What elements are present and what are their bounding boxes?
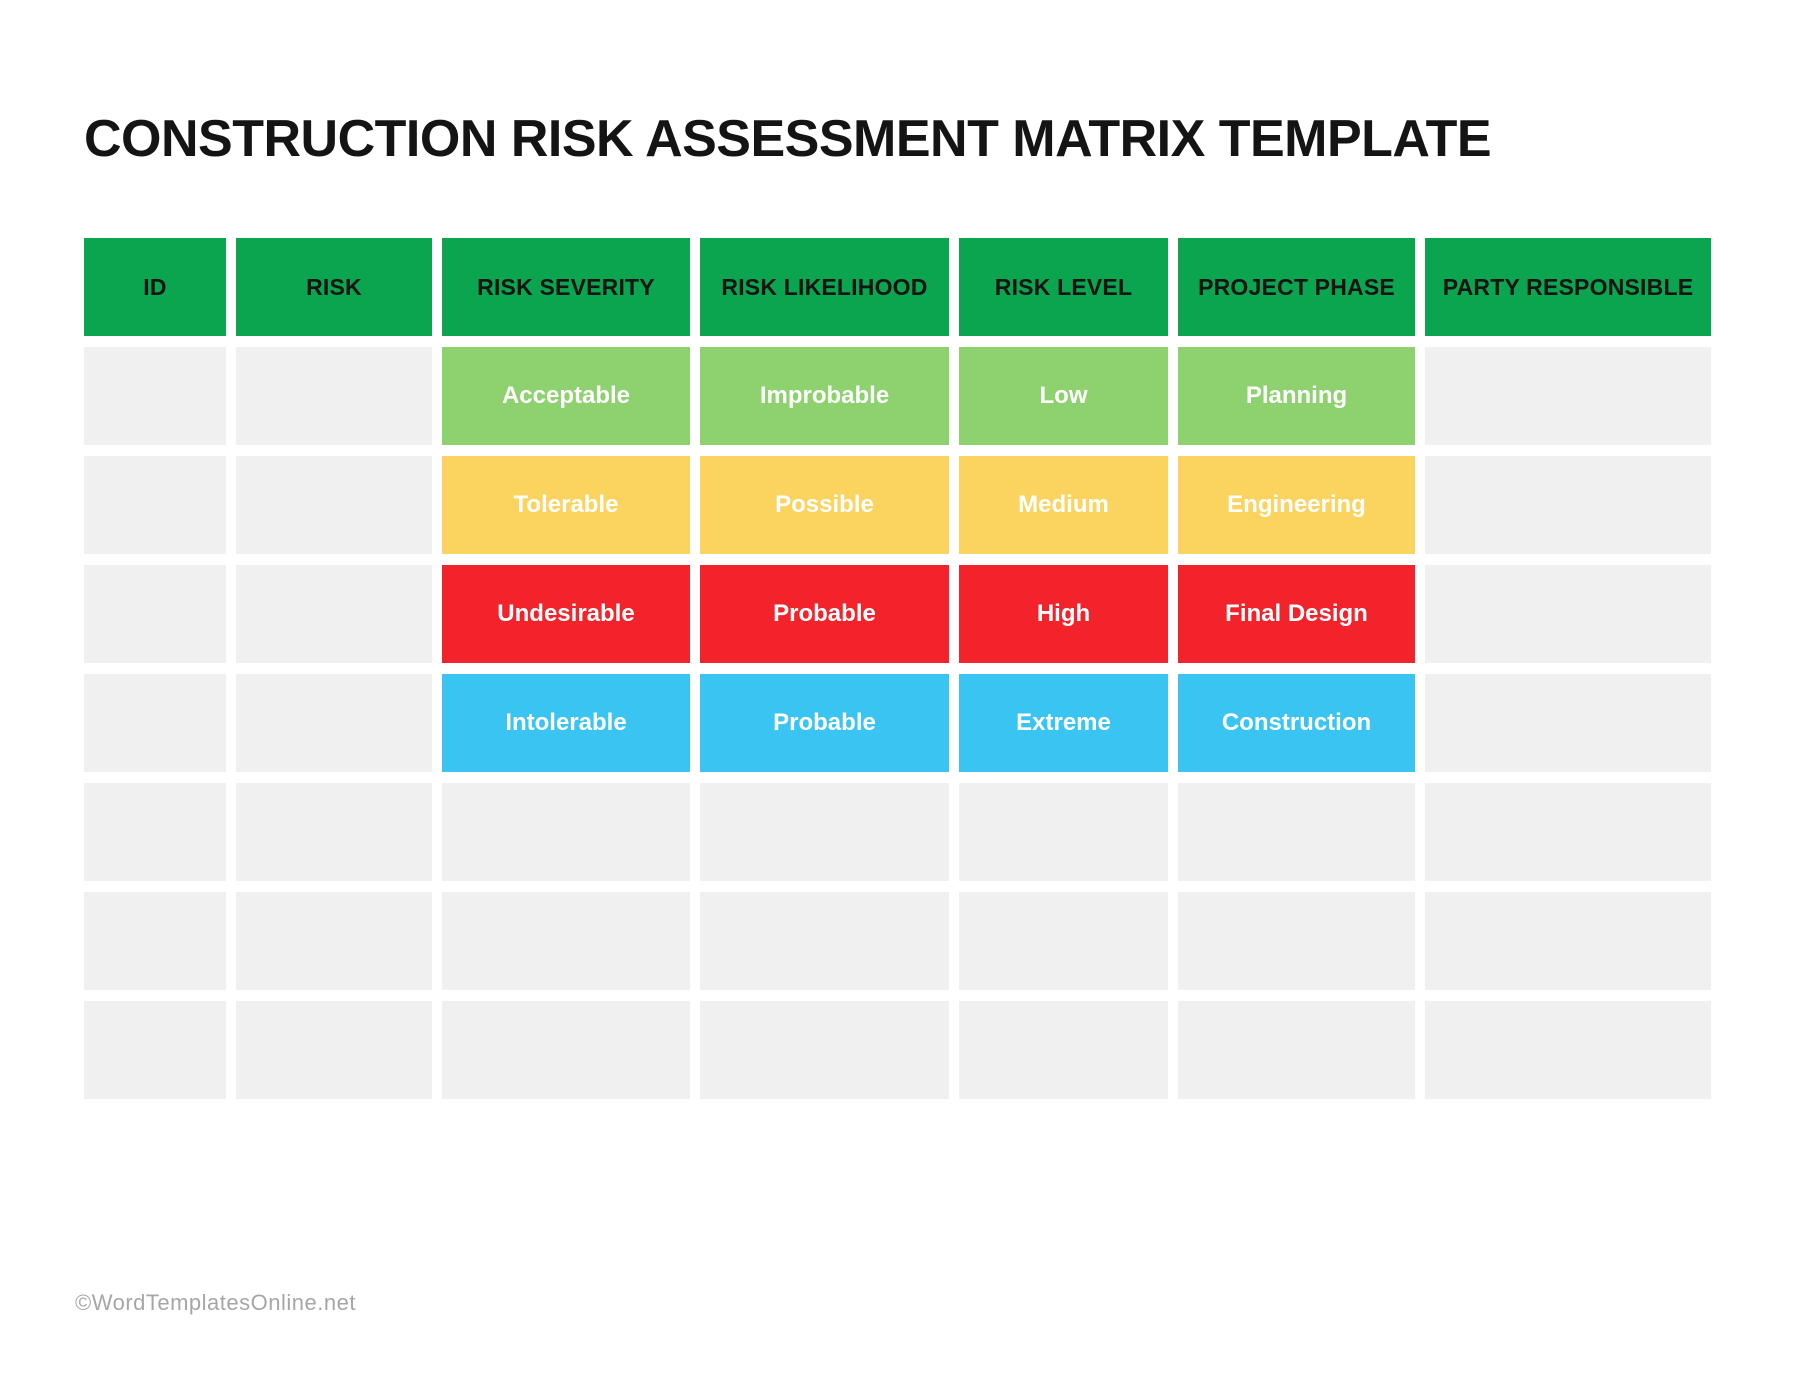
column-header-likelihood: RISK LIKELIHOOD bbox=[700, 238, 949, 336]
cell-row7-likelihood bbox=[700, 1001, 949, 1099]
cell-row7-risk bbox=[236, 1001, 432, 1099]
column-header-severity: RISK SEVERITY bbox=[442, 238, 690, 336]
cell-row7-party bbox=[1425, 1001, 1711, 1099]
risk-matrix-table: ID RISK RISK SEVERITY RISK LIKELIHOOD RISK L… bbox=[84, 238, 1711, 1099]
watermark-credit: ©WordTemplatesOnline.net bbox=[75, 1290, 356, 1315]
cell-row6-severity bbox=[442, 892, 690, 990]
cell-row1-id bbox=[84, 347, 226, 445]
cell-row7-level bbox=[959, 1001, 1168, 1099]
cell-row1-severity: Acceptable bbox=[442, 347, 690, 445]
cell-row4-likelihood: Probable bbox=[700, 674, 949, 772]
cell-row2-phase: Engineering bbox=[1178, 456, 1415, 554]
cell-row3-level: High bbox=[959, 565, 1168, 663]
cell-row6-level bbox=[959, 892, 1168, 990]
page-title: CONSTRUCTION RISK ASSESSMENT MATRIX TEMP… bbox=[84, 109, 1492, 168]
cell-row1-party bbox=[1425, 347, 1711, 445]
cell-row1-level: Low bbox=[959, 347, 1168, 445]
cell-row4-risk bbox=[236, 674, 432, 772]
cell-row4-level: Extreme bbox=[959, 674, 1168, 772]
cell-row4-id bbox=[84, 674, 226, 772]
cell-row5-phase bbox=[1178, 783, 1415, 881]
cell-row7-id bbox=[84, 1001, 226, 1099]
cell-row5-id bbox=[84, 783, 226, 881]
cell-row3-party bbox=[1425, 565, 1711, 663]
cell-row4-phase: Construction bbox=[1178, 674, 1415, 772]
cell-row1-phase: Planning bbox=[1178, 347, 1415, 445]
cell-row6-id bbox=[84, 892, 226, 990]
cell-row5-party bbox=[1425, 783, 1711, 881]
cell-row3-severity: Undesirable bbox=[442, 565, 690, 663]
cell-row2-party bbox=[1425, 456, 1711, 554]
cell-row6-party bbox=[1425, 892, 1711, 990]
cell-row5-severity bbox=[442, 783, 690, 881]
cell-row6-risk bbox=[236, 892, 432, 990]
column-header-phase: PROJECT PHASE bbox=[1178, 238, 1415, 336]
cell-row5-risk bbox=[236, 783, 432, 881]
cell-row4-party bbox=[1425, 674, 1711, 772]
column-header-party: PARTY RESPONSIBLE bbox=[1425, 238, 1711, 336]
cell-row2-id bbox=[84, 456, 226, 554]
cell-row2-level: Medium bbox=[959, 456, 1168, 554]
cell-row3-risk bbox=[236, 565, 432, 663]
cell-row6-likelihood bbox=[700, 892, 949, 990]
column-header-level: RISK LEVEL bbox=[959, 238, 1168, 336]
column-header-risk: RISK bbox=[236, 238, 432, 336]
cell-row4-severity: Intolerable bbox=[442, 674, 690, 772]
cell-row1-likelihood: Improbable bbox=[700, 347, 949, 445]
cell-row6-phase bbox=[1178, 892, 1415, 990]
cell-row1-risk bbox=[236, 347, 432, 445]
cell-row2-likelihood: Possible bbox=[700, 456, 949, 554]
cell-row7-phase bbox=[1178, 1001, 1415, 1099]
cell-row7-severity bbox=[442, 1001, 690, 1099]
cell-row3-phase: Final Design bbox=[1178, 565, 1415, 663]
cell-row2-severity: Tolerable bbox=[442, 456, 690, 554]
column-header-id: ID bbox=[84, 238, 226, 336]
cell-row5-likelihood bbox=[700, 783, 949, 881]
cell-row5-level bbox=[959, 783, 1168, 881]
cell-row2-risk bbox=[236, 456, 432, 554]
cell-row3-likelihood: Probable bbox=[700, 565, 949, 663]
cell-row3-id bbox=[84, 565, 226, 663]
